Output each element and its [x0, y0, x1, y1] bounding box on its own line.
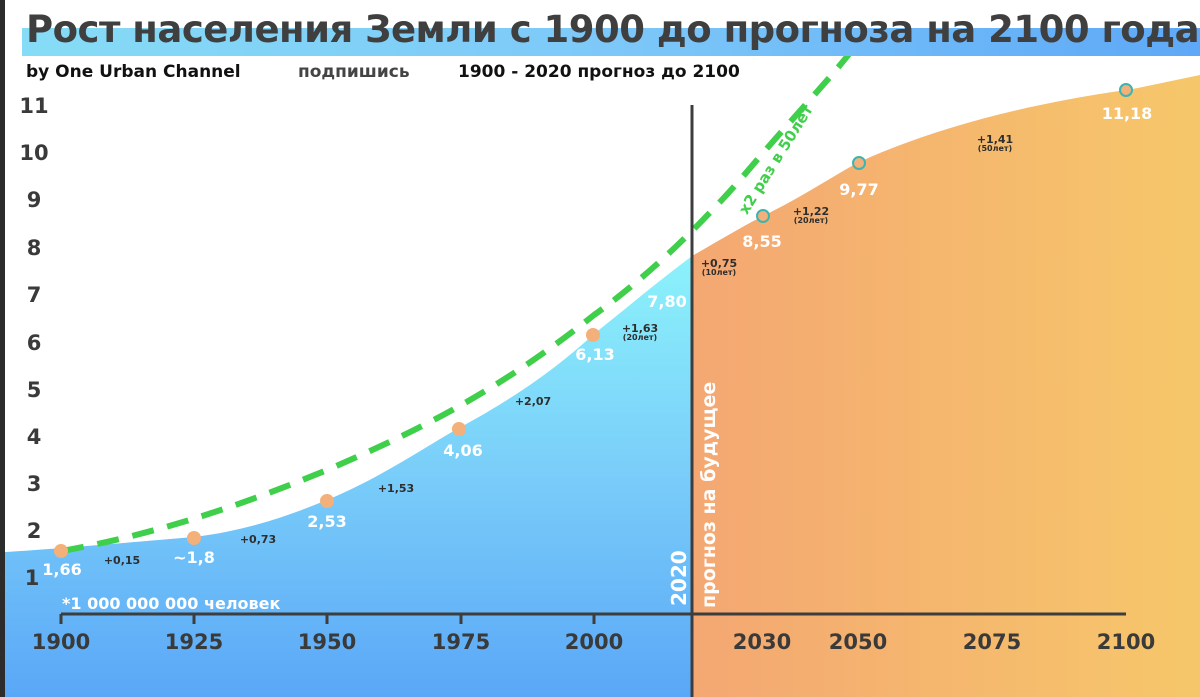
x-tick-1975: 1975 — [431, 630, 491, 654]
delta-2050-2100: +1,41 (50лет) — [976, 133, 1014, 153]
page-title: Рост населения Земли с 1900 до прогноза … — [26, 8, 1200, 51]
title-highlight — [22, 28, 1200, 56]
point-2030 — [756, 209, 770, 223]
unit-footnote: *1 000 000 000 человек — [62, 594, 281, 613]
x-tick-2030: 2030 — [732, 630, 792, 654]
point-1975 — [452, 422, 466, 436]
point-2050 — [852, 156, 866, 170]
divider-year-label: 2020 — [667, 550, 691, 606]
x-tick-2000: 2000 — [564, 630, 624, 654]
delta-1950-1975: +1,53 — [377, 482, 415, 495]
y-tick-11: 11 — [19, 94, 49, 118]
left-frame — [0, 0, 5, 697]
forecast-area — [692, 75, 1200, 697]
value-label-1925: ~1,8 — [173, 548, 215, 567]
history-area — [5, 256, 692, 697]
point-1950 — [320, 494, 334, 508]
value-label-2030: 8,55 — [742, 232, 782, 251]
value-label-2020: 7,80 — [647, 292, 687, 311]
point-2100 — [1119, 83, 1133, 97]
delta-1900-1925: +0,15 — [103, 554, 141, 567]
x-tick-1950: 1950 — [297, 630, 357, 654]
delta-2030-2050: +1,22 (20лет) — [792, 205, 830, 225]
y-tick-1: 1 — [24, 566, 40, 590]
y-tick-10: 10 — [19, 141, 49, 165]
y-tick-9: 9 — [26, 188, 42, 212]
forecast-label: прогноз на будущее — [698, 381, 720, 608]
point-1925 — [187, 531, 201, 545]
y-tick-6: 6 — [26, 331, 42, 355]
doubling-trend-line — [61, 38, 863, 554]
x-tick-2075: 2075 — [962, 630, 1022, 654]
value-label-1900: 1,66 — [42, 560, 82, 579]
y-tick-2: 2 — [26, 519, 42, 543]
delta-2000-2020: +1,63 (20лет) — [621, 322, 659, 342]
y-tick-3: 3 — [26, 472, 42, 496]
point-1900 — [54, 544, 68, 558]
value-label-1975: 4,06 — [443, 441, 483, 460]
delta-2020-2030: +0,75 (10лет) — [700, 257, 738, 277]
x-tick-1925: 1925 — [164, 630, 224, 654]
y-tick-8: 8 — [26, 236, 42, 260]
value-label-2000: 6,13 — [575, 345, 615, 364]
x-tick-1900: 1900 — [31, 630, 91, 654]
value-label-2050: 9,77 — [839, 180, 879, 199]
x-tick-2100: 2100 — [1096, 630, 1156, 654]
delta-1975-2000: +2,07 — [514, 395, 552, 408]
value-label-2100: 11,18 — [1101, 104, 1153, 123]
y-tick-7: 7 — [26, 283, 42, 307]
subscribe-text: подпишись — [298, 62, 410, 82]
byline: by One Urban Channel — [26, 62, 241, 82]
delta-1925-1950: +0,73 — [239, 533, 277, 546]
point-2000 — [586, 328, 600, 342]
x-tick-2050: 2050 — [828, 630, 888, 654]
y-tick-5: 5 — [26, 378, 42, 402]
value-label-1950: 2,53 — [307, 512, 347, 531]
y-tick-4: 4 — [26, 425, 42, 449]
range-text: 1900 - 2020 прогноз до 2100 — [458, 62, 740, 82]
